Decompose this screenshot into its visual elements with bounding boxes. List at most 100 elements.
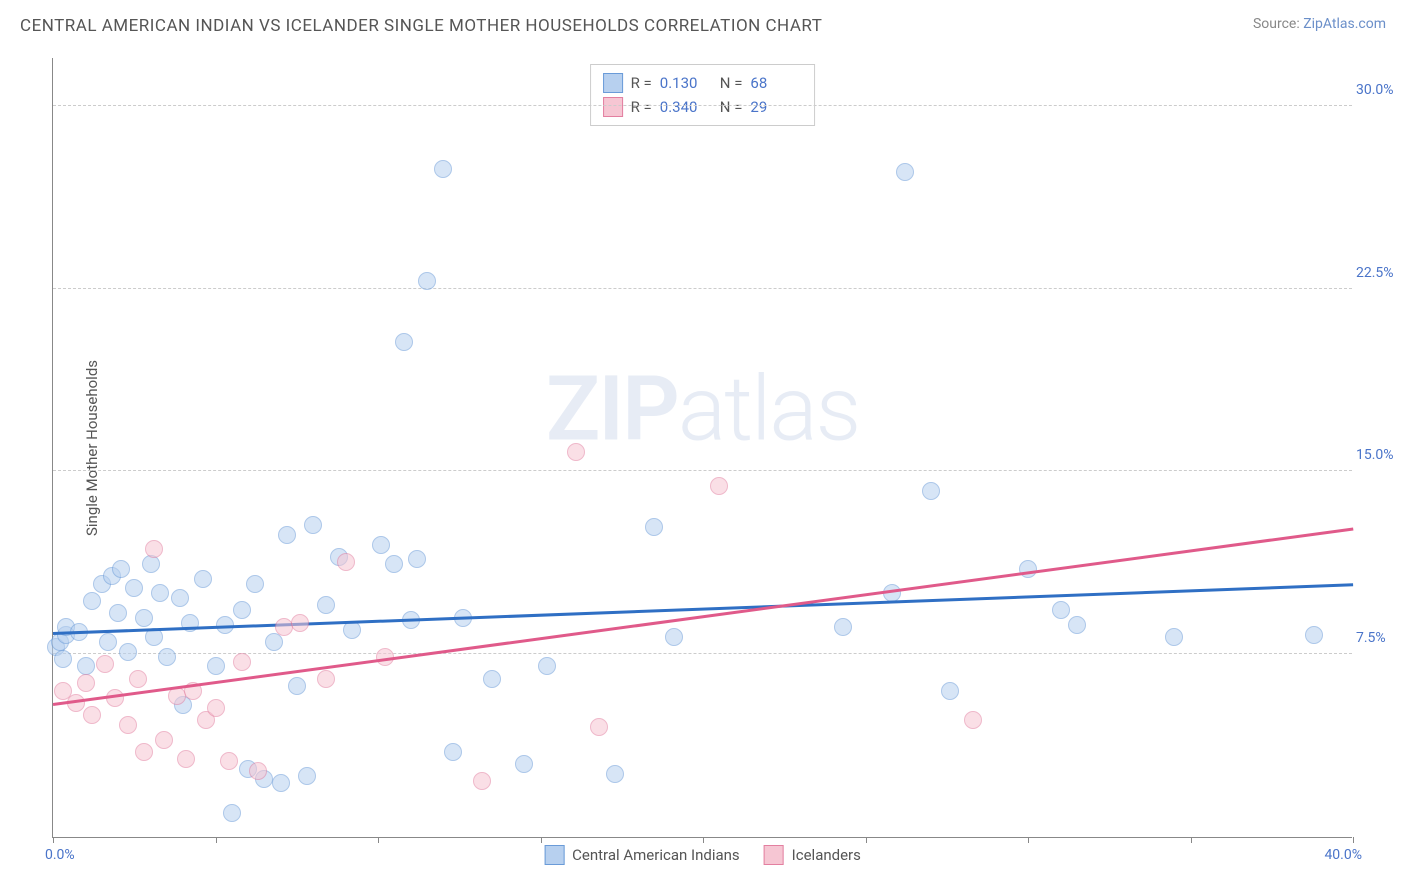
stat-N-label: N = [720, 95, 743, 119]
data-point-cai [1068, 616, 1086, 634]
stat-N-value-cai: 68 [750, 71, 802, 95]
data-point-ice [77, 674, 95, 692]
data-point-cai [515, 755, 533, 773]
data-point-cai [207, 657, 225, 675]
data-point-ice [964, 711, 982, 729]
data-point-cai [135, 609, 153, 627]
legend-swatch-ice [764, 845, 784, 865]
y-tick-label: 15.0% [1356, 447, 1406, 463]
x-tick [216, 837, 217, 843]
data-point-cai [385, 555, 403, 573]
data-point-cai [434, 160, 452, 178]
x-tick [703, 837, 704, 843]
gridline [53, 653, 1352, 654]
chart-area: Single Mother Households ZIPatlas R =0.1… [52, 58, 1352, 838]
data-point-ice [177, 750, 195, 768]
data-point-cai [941, 682, 959, 700]
data-point-ice [96, 655, 114, 673]
data-point-cai [1052, 601, 1070, 619]
data-point-cai [246, 575, 264, 593]
x-tick [53, 837, 54, 843]
x-tick [866, 837, 867, 843]
data-point-ice [317, 670, 335, 688]
data-point-ice [337, 553, 355, 571]
data-point-ice [291, 614, 309, 632]
data-point-ice [233, 653, 251, 671]
data-point-ice [129, 670, 147, 688]
data-point-cai [233, 601, 251, 619]
chart-title: CENTRAL AMERICAN INDIAN VS ICELANDER SIN… [20, 16, 822, 36]
data-point-cai [317, 596, 335, 614]
x-tick [1028, 837, 1029, 843]
gridline [53, 470, 1352, 471]
source-link[interactable]: ZipAtlas.com [1303, 16, 1386, 32]
series-legend: Central American Indians Icelanders [544, 845, 861, 865]
data-point-ice [249, 762, 267, 780]
plot-region: ZIPatlas R =0.130N =68R =0.340N =29 0.0%… [52, 58, 1352, 838]
data-point-cai [444, 743, 462, 761]
stats-row-ice: R =0.340N =29 [603, 95, 803, 119]
data-point-cai [194, 570, 212, 588]
data-point-cai [1305, 626, 1323, 644]
data-point-cai [109, 604, 127, 622]
data-point-ice [207, 699, 225, 717]
data-point-cai [77, 657, 95, 675]
legend-swatch-cai [603, 73, 623, 93]
x-axis-max-label: 40.0% [1324, 847, 1362, 863]
data-point-cai [538, 657, 556, 675]
stats-legend: R = 0.130 N = 68R =0.340N =29 [590, 64, 816, 126]
stat-N-label: N = [720, 71, 743, 95]
data-point-cai [54, 650, 72, 668]
data-point-cai [99, 633, 117, 651]
legend-swatch-ice [603, 97, 623, 117]
x-tick [1353, 837, 1354, 843]
source-attr: Source: ZipAtlas.com [1253, 16, 1386, 32]
data-point-cai [645, 518, 663, 536]
x-tick [541, 837, 542, 843]
data-point-ice [135, 743, 153, 761]
stats-row-cai: R = 0.130 N = 68 [603, 71, 803, 95]
data-point-ice [145, 540, 163, 558]
source-prefix: Source: [1253, 16, 1303, 32]
data-point-ice [106, 689, 124, 707]
watermark: ZIPatlas [546, 356, 859, 461]
data-point-ice [590, 718, 608, 736]
legend-item-cai: Central American Indians [544, 845, 740, 865]
data-point-cai [408, 550, 426, 568]
y-tick-label: 30.0% [1356, 82, 1406, 98]
data-point-cai [304, 516, 322, 534]
data-point-cai [483, 670, 501, 688]
data-point-cai [158, 648, 176, 666]
data-point-ice [710, 477, 728, 495]
data-point-cai [83, 592, 101, 610]
y-tick-label: 22.5% [1356, 265, 1406, 281]
data-point-cai [665, 628, 683, 646]
data-point-cai [418, 272, 436, 290]
data-point-ice [473, 772, 491, 790]
stat-R-label: R = [631, 71, 652, 95]
stat-R-value-cai: 0.130 [660, 71, 712, 95]
stat-R-label: R = [631, 95, 652, 119]
data-point-cai [1165, 628, 1183, 646]
data-point-cai [298, 767, 316, 785]
x-axis-min-label: 0.0% [45, 847, 75, 863]
data-point-ice [155, 731, 173, 749]
data-point-cai [372, 536, 390, 554]
legend-item-ice: Icelanders [764, 845, 861, 865]
watermark-thin: atlas [678, 356, 859, 461]
legend-label-cai: Central American Indians [572, 846, 740, 864]
data-point-ice [220, 752, 238, 770]
data-point-cai [119, 643, 137, 661]
x-tick [1191, 837, 1192, 843]
data-point-cai [834, 618, 852, 636]
data-point-cai [278, 526, 296, 544]
watermark-bold: ZIP [546, 356, 678, 461]
data-point-cai [112, 560, 130, 578]
gridline [53, 288, 1352, 289]
data-point-cai [171, 589, 189, 607]
data-point-cai [151, 584, 169, 602]
data-point-cai [606, 765, 624, 783]
data-point-cai [125, 579, 143, 597]
data-point-ice [83, 706, 101, 724]
data-point-cai [395, 333, 413, 351]
